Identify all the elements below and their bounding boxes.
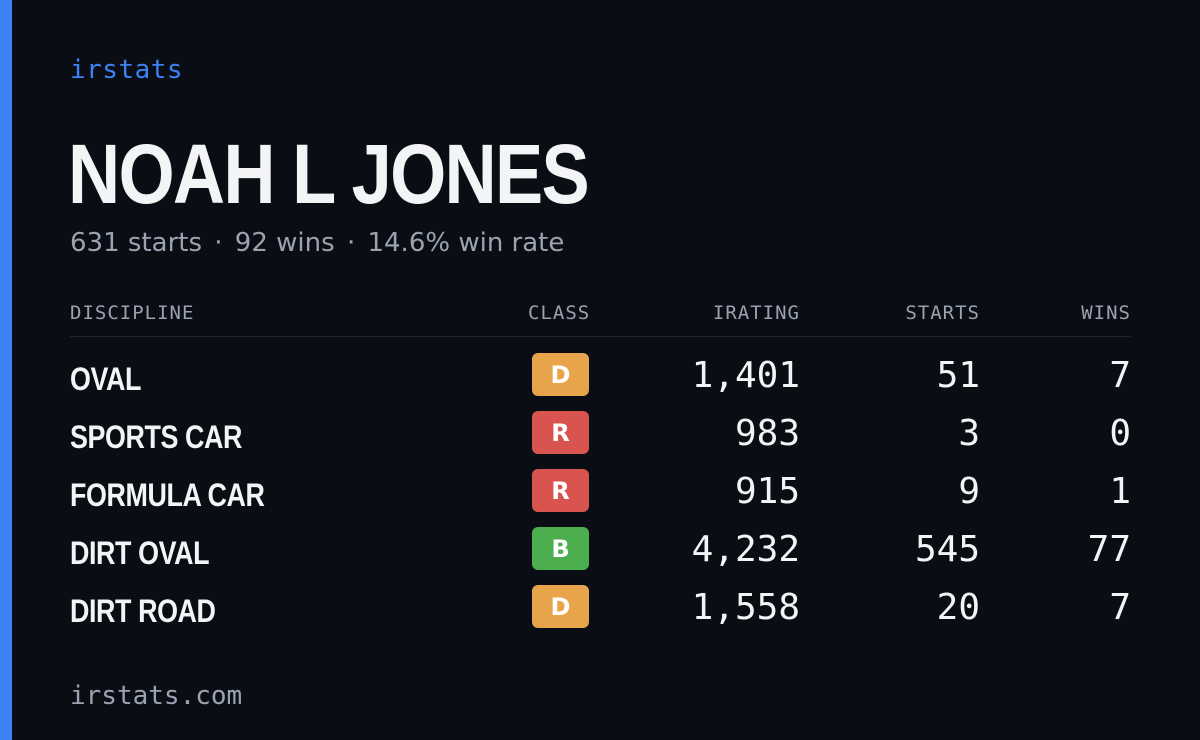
footer-url[interactable]: irstats.com [70, 681, 243, 711]
table-row: DIRT OVAL B 4,232 545 77 [70, 527, 1131, 585]
irating-value: 983 [734, 413, 800, 454]
header-discipline: DISCIPLINE [70, 302, 195, 324]
wins-summary: 92 wins [234, 228, 335, 258]
table-row: FORMULA CAR R 915 9 1 [70, 469, 1131, 527]
summary-separator: · [346, 228, 356, 258]
wins-value: 0 [1109, 413, 1131, 454]
header-class: CLASS [528, 302, 591, 324]
table-body: OVAL D 1,401 51 7 SPORTS CAR R 983 3 0 F… [70, 337, 1131, 643]
wins-value: 77 [1087, 529, 1131, 570]
class-badge: D [532, 353, 589, 396]
winrate-summary: 14.6% win rate [367, 228, 565, 258]
wins-value: 1 [1109, 471, 1131, 512]
wins-value: 7 [1109, 587, 1131, 628]
table-row: SPORTS CAR R 983 3 0 [70, 411, 1131, 469]
starts-value: 9 [958, 471, 980, 512]
irating-value: 1,558 [691, 587, 800, 628]
brand-logo: irstats [70, 55, 184, 85]
starts-value: 20 [936, 587, 980, 628]
summary-separator: · [214, 228, 223, 258]
class-badge: D [532, 585, 589, 628]
table-row: OVAL D 1,401 51 7 [70, 353, 1131, 411]
class-badge: B [532, 527, 589, 570]
accent-bar [0, 0, 12, 740]
header-irating: IRATING [712, 302, 800, 324]
class-badge: R [532, 411, 589, 454]
header-starts: STARTS [905, 302, 980, 324]
starts-value: 51 [936, 355, 980, 396]
discipline-table: DISCIPLINE CLASS IRATING STARTS WINS OVA… [70, 300, 1131, 643]
header-wins: WINS [1081, 302, 1131, 324]
discipline-name: SPORTS CAR [70, 419, 243, 455]
discipline-name: FORMULA CAR [70, 477, 265, 513]
starts-value: 545 [914, 529, 980, 570]
discipline-name: DIRT OVAL [70, 535, 210, 571]
starts-summary: 631 starts [70, 228, 202, 258]
class-badge: R [532, 469, 589, 512]
driver-summary: 631 starts · 92 wins · 14.6% win rate [70, 228, 564, 258]
irating-value: 1,401 [691, 355, 800, 396]
irating-value: 4,232 [691, 529, 800, 570]
wins-value: 7 [1109, 355, 1131, 396]
discipline-name: OVAL [70, 361, 141, 397]
table-header: DISCIPLINE CLASS IRATING STARTS WINS [70, 300, 1131, 337]
table-row: DIRT ROAD D 1,558 20 7 [70, 585, 1131, 643]
starts-value: 3 [958, 413, 980, 454]
driver-name: NOAH L JONES [68, 127, 590, 221]
discipline-name: DIRT ROAD [70, 593, 216, 629]
irating-value: 915 [734, 471, 800, 512]
